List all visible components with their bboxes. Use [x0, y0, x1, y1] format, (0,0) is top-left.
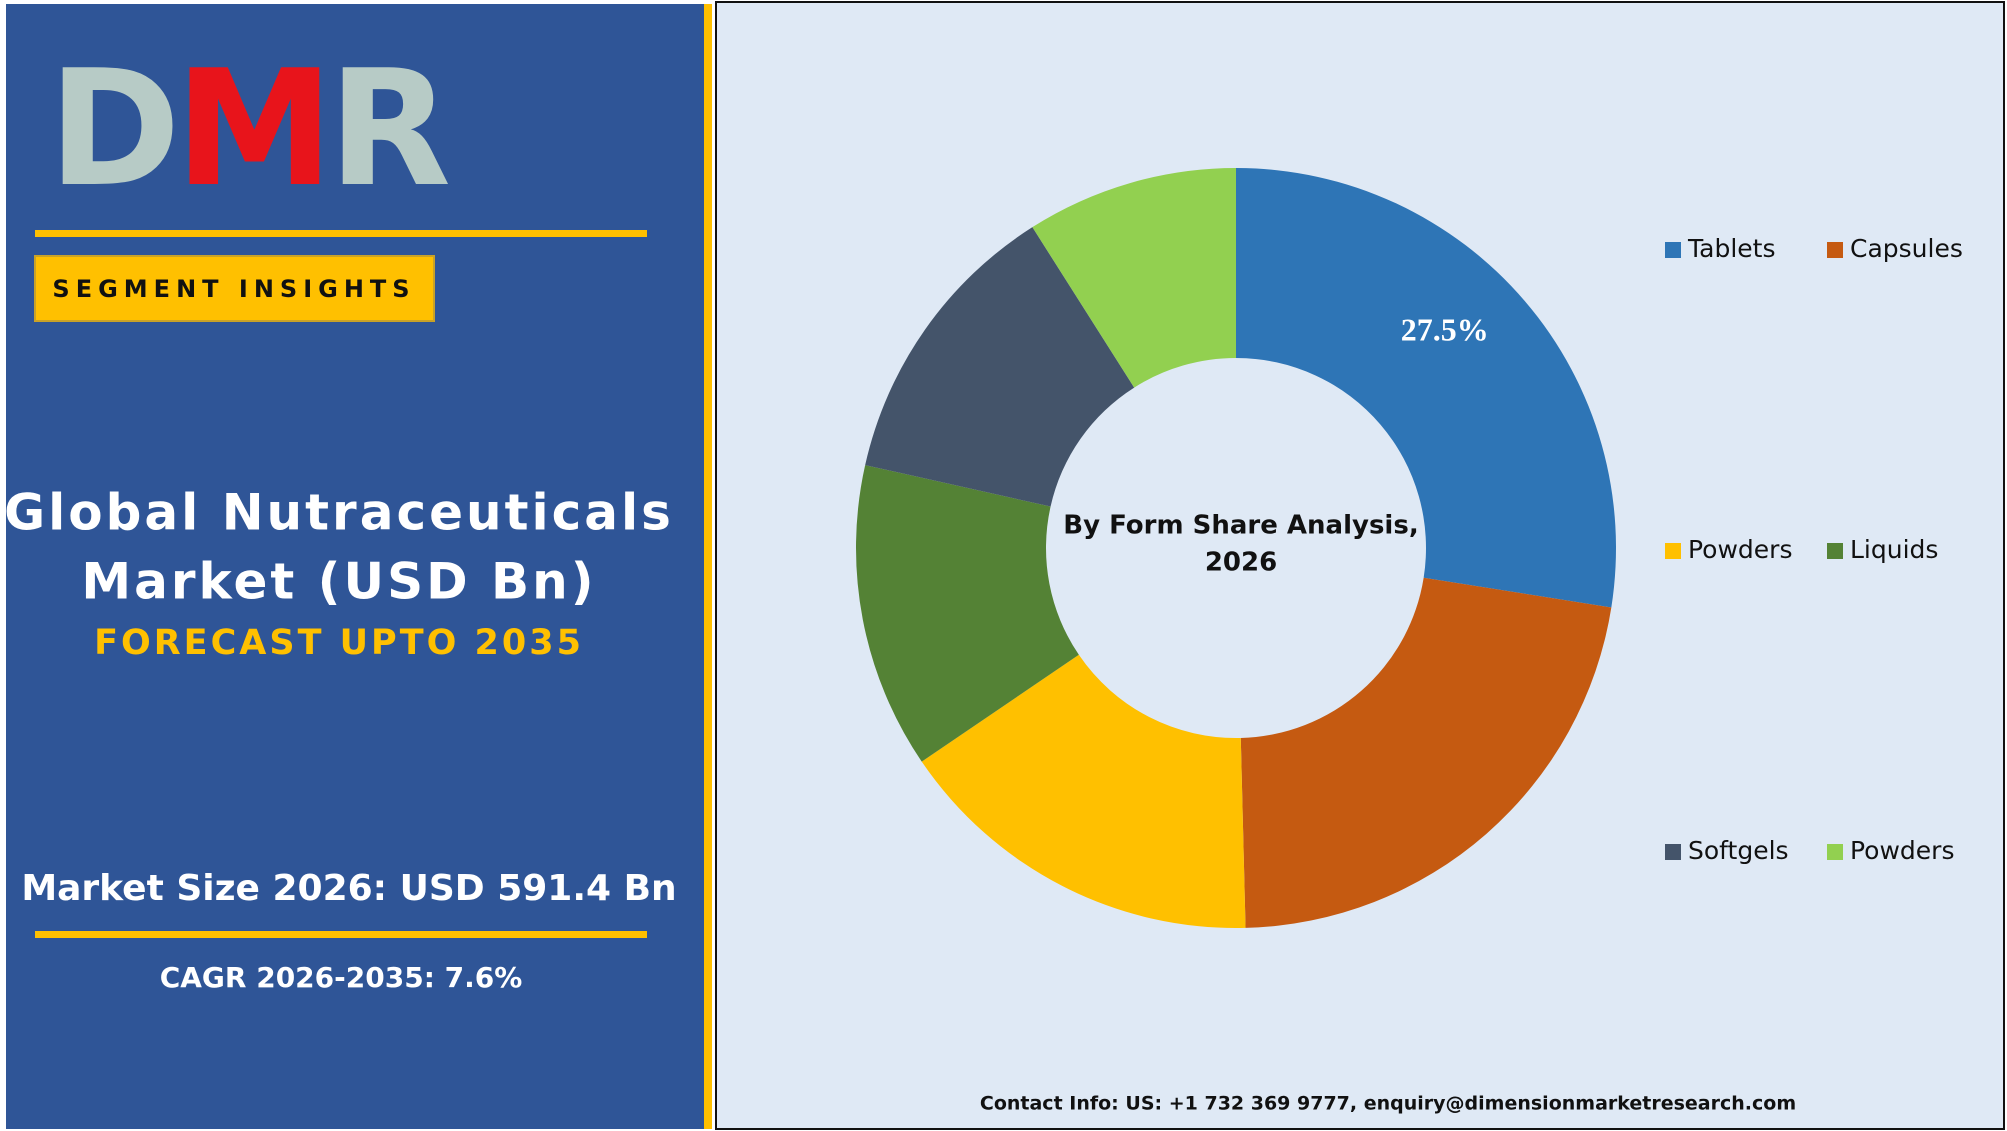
chart-title: By Form Share Analysis,: [1063, 511, 1418, 541]
slice: [1032, 168, 1236, 388]
slice: [855, 465, 1079, 762]
legend-swatch: [1827, 844, 1843, 860]
chart-title: 2026: [1205, 548, 1277, 578]
title: Market (USD Bn): [81, 553, 596, 611]
data-label: 27.5%: [1401, 311, 1489, 347]
legend-label: Liquids: [1850, 535, 1938, 564]
badge: [34, 255, 435, 322]
legend-swatch: [1665, 844, 1681, 860]
slice: [921, 654, 1246, 928]
market-size: Market Size 2026: USD 591.4 Bn: [21, 868, 676, 909]
legend-label: Tablets: [1687, 234, 1775, 263]
logo: DMR: [48, 35, 448, 222]
legend-swatch: [1665, 543, 1681, 559]
slice: [1240, 577, 1612, 928]
legend-swatch: [1827, 543, 1843, 559]
legend-label: Capsules: [1850, 234, 1963, 263]
badge-text: SEGMENT INSIGHTS: [52, 275, 415, 303]
slice: [1236, 168, 1616, 608]
divider: [704, 4, 712, 1129]
rule: [35, 230, 647, 237]
legend-swatch: [1827, 242, 1843, 258]
legend-swatch: [1665, 242, 1681, 258]
contact: Contact Info: US: +1 732 369 9777, enqui…: [980, 1093, 1796, 1115]
legend-label: Softgels: [1688, 836, 1789, 865]
cagr: CAGR 2026-2035: 7.6%: [160, 961, 523, 994]
subtitle: FORECAST UPTO 2035: [94, 623, 584, 663]
rule: [35, 931, 647, 938]
slice: [865, 227, 1135, 507]
left-panel: [6, 4, 704, 1129]
legend-label: Powders: [1850, 836, 1954, 865]
title: Global Nutraceuticals: [4, 484, 674, 542]
legend-label: Powders: [1688, 535, 1792, 564]
